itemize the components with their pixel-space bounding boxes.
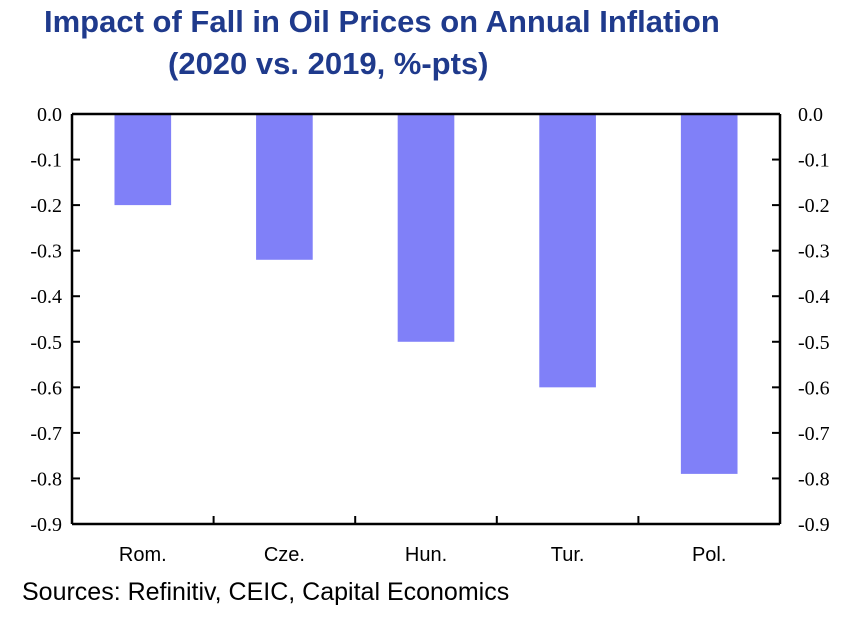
x-category-label: Tur. <box>551 544 585 566</box>
chart-title-line1: Impact of Fall in Oil Prices on Annual I… <box>44 4 720 39</box>
right-y-tick-label: -0.3 <box>798 241 830 263</box>
right-y-tick-label: -0.5 <box>798 332 830 354</box>
chart-title-line2: (2020 vs. 2019, %-pts) <box>168 46 489 81</box>
left-y-axis-ticks: 0.0 -0.1 -0.2 -0.3 -0.4 -0.5 -0.6 -0.7 -0.8 -0.9 <box>30 104 80 536</box>
bar-pol <box>680 114 738 474</box>
right-y-tick-label: -0.6 <box>798 377 830 399</box>
right-y-tick-label: -0.4 <box>798 286 830 308</box>
x-category-label: Cze. <box>264 544 305 566</box>
bars-group <box>114 114 738 474</box>
x-category-label: Pol. <box>692 544 726 566</box>
left-y-tick-label: -0.2 <box>30 195 62 217</box>
left-y-tick-label: -0.7 <box>30 423 62 445</box>
right-y-tick-label: -0.8 <box>798 468 830 490</box>
right-y-axis-ticks: 0.0 -0.1 -0.2 -0.3 -0.4 -0.5 -0.6 -0.7 -0.8 -0.9 <box>772 104 830 536</box>
right-y-tick-label: -0.9 <box>798 514 830 536</box>
bar-tur <box>539 114 596 388</box>
x-axis-category-labels: Rom. Cze. Hun. Tur. Pol. <box>119 544 727 566</box>
x-category-label: Hun. <box>405 544 447 566</box>
left-y-tick-label: -0.6 <box>30 377 62 399</box>
source-note: Sources: Refinitiv, CEIC, Capital Econom… <box>22 578 510 606</box>
left-y-tick-label: -0.1 <box>30 150 62 172</box>
left-y-tick-label: -0.4 <box>30 286 62 308</box>
x-category-label: Rom. <box>119 544 167 566</box>
bar-hun <box>397 114 455 342</box>
left-y-tick-label: -0.5 <box>30 332 62 354</box>
left-y-tick-label: -0.9 <box>30 514 62 536</box>
right-y-tick-label: -0.2 <box>798 195 830 217</box>
bar-cze <box>256 114 313 260</box>
left-y-tick-label: -0.3 <box>30 241 62 263</box>
bar-rom <box>114 114 172 206</box>
left-y-tick-label: 0.0 <box>37 104 62 126</box>
left-y-tick-label: -0.8 <box>30 468 62 490</box>
right-y-tick-label: -0.1 <box>798 150 830 172</box>
axes-group <box>70 112 782 526</box>
right-y-tick-label: -0.7 <box>798 423 830 445</box>
right-y-tick-label: 0.0 <box>798 104 823 126</box>
